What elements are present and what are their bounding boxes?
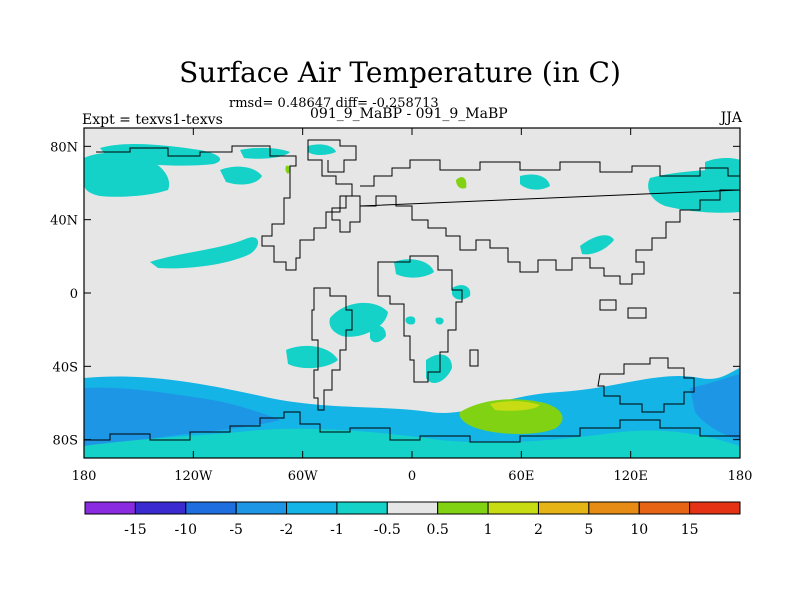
y-tick-label: 40S bbox=[53, 360, 78, 375]
x-tick-label: 60E bbox=[508, 469, 534, 484]
region-antarctic-margin bbox=[84, 428, 740, 458]
colorbar-label: 0.5 bbox=[427, 522, 449, 538]
colorbar-swatch bbox=[235, 501, 288, 515]
colorbar-label: 1 bbox=[484, 522, 493, 538]
x-tick-label: 60W bbox=[288, 469, 319, 484]
stats-text: rmsd= 0.48647 diff= -0.258713 bbox=[229, 96, 439, 111]
axis-ticks: 180 120W 60W 0 60E 120E 180 80N 40N 0 40S 80S bbox=[50, 128, 752, 484]
season-label: JJA bbox=[720, 110, 742, 126]
y-tick-label: 0 bbox=[70, 287, 78, 302]
region-north-siberia bbox=[520, 174, 550, 190]
colorbar-label: -15 bbox=[124, 522, 147, 538]
region-southern-ocean-core bbox=[84, 387, 280, 448]
colorbar-swatch bbox=[437, 501, 489, 515]
colorbar-label: 5 bbox=[584, 522, 593, 538]
experiment-label: Expt = texvs1-texvs bbox=[82, 112, 223, 128]
region-north-warm-2 bbox=[285, 165, 291, 174]
region-central-africa bbox=[370, 325, 386, 343]
x-tick-label: 180 bbox=[72, 469, 97, 484]
x-tick-label: 180 bbox=[728, 469, 753, 484]
region-kamchatka bbox=[705, 158, 740, 181]
region-south-indian-warm-core bbox=[490, 401, 540, 411]
region-east-pacific bbox=[150, 237, 259, 269]
colorbar-label: -5 bbox=[229, 522, 243, 538]
region-south-indian-warm bbox=[459, 399, 563, 434]
x-tick-label: 120E bbox=[614, 469, 648, 484]
region-labrador bbox=[308, 144, 336, 155]
colorbar-swatch bbox=[336, 501, 388, 515]
region-south-america bbox=[286, 345, 338, 369]
coastline-eurasia bbox=[359, 159, 740, 285]
colorbar-swatch bbox=[537, 501, 590, 515]
colorbar-swatch bbox=[185, 501, 237, 515]
region-small-patch-1 bbox=[405, 316, 416, 325]
region-southern-ocean-core-east bbox=[690, 374, 740, 440]
colorbar-swatch bbox=[588, 501, 640, 515]
region-north-atlantic bbox=[220, 166, 262, 185]
coastlines bbox=[84, 139, 740, 443]
region-west-africa bbox=[394, 259, 434, 278]
colorbar-label: 10 bbox=[630, 522, 648, 538]
coastline-africa bbox=[377, 255, 463, 383]
coastline-australia bbox=[597, 357, 695, 413]
colorbar-label: -10 bbox=[174, 522, 197, 538]
coastline-south-america bbox=[311, 287, 353, 411]
coastline-madagascar bbox=[469, 349, 479, 367]
region-east-siberia bbox=[648, 168, 740, 213]
y-tick-label: 40N bbox=[50, 214, 78, 229]
colorbar-swatch bbox=[638, 501, 691, 515]
region-horn bbox=[452, 285, 471, 300]
colorbar-swatch bbox=[134, 501, 187, 515]
x-tick-label: 120W bbox=[174, 469, 213, 484]
coastline-europe-west bbox=[331, 195, 361, 233]
y-tick-label: 80N bbox=[50, 140, 78, 155]
coastline-antarctica bbox=[84, 411, 740, 443]
colorbar-label: 2 bbox=[534, 522, 543, 538]
colorbar-label: -2 bbox=[280, 522, 294, 538]
colorbar: -15 -10 -5 -2 -1 -0.5 0.5 1 2 5 10 15 bbox=[84, 501, 741, 538]
colorbar-label: 15 bbox=[681, 522, 699, 538]
colorbar-label: -1 bbox=[330, 522, 344, 538]
colorbar-swatch bbox=[487, 501, 539, 515]
colorbar-swatch bbox=[286, 501, 338, 515]
coastline-greenland bbox=[307, 139, 357, 173]
x-tick-label: 0 bbox=[408, 469, 416, 484]
chart-title: Surface Air Temperature (in C) bbox=[179, 56, 621, 89]
chart-subtitle: 091_9_MaBP - 091_9_MaBP bbox=[310, 106, 508, 122]
colorbar-swatch bbox=[689, 501, 741, 515]
y-tick-label: 80S bbox=[53, 434, 78, 449]
colorbar-swatch bbox=[386, 501, 439, 515]
region-small-patch-2 bbox=[435, 317, 444, 325]
region-japan bbox=[580, 235, 614, 255]
colorbar-swatch bbox=[84, 501, 136, 515]
region-north-warm-1 bbox=[456, 177, 467, 189]
colorbar-label: -0.5 bbox=[374, 522, 401, 538]
coastline-indonesia bbox=[599, 299, 647, 319]
region-madagascar bbox=[426, 354, 452, 383]
